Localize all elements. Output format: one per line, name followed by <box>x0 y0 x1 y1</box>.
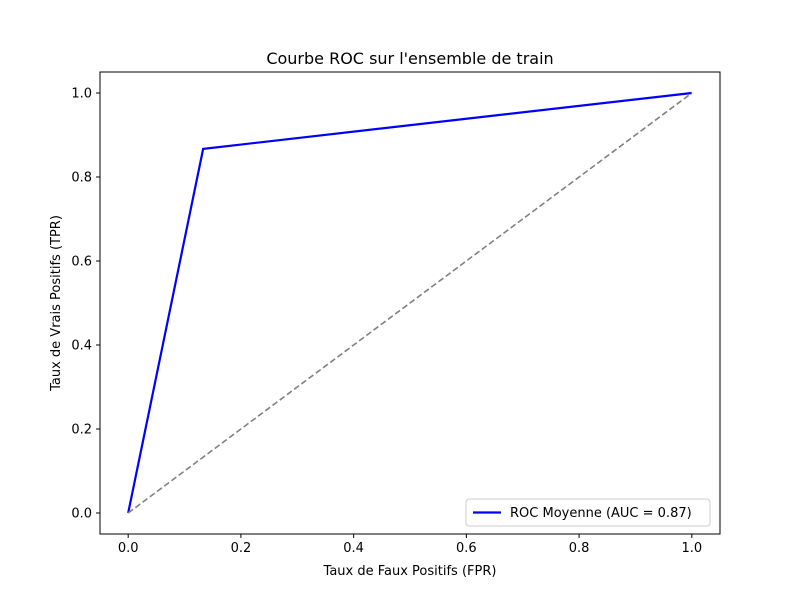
y-tick-label: 0.8 <box>71 171 92 186</box>
y-tick-label: 0.0 <box>71 507 92 522</box>
axes-frame <box>99 71 721 535</box>
chart-title: Courbe ROC sur l'ensemble de train <box>266 49 553 68</box>
legend-box <box>465 498 711 527</box>
x-tick-label: 0.6 <box>456 541 477 556</box>
roc-curve-line <box>127 91 692 514</box>
x-tick-label: 1.0 <box>681 541 702 556</box>
y-tick-label: 1.0 <box>71 87 92 102</box>
x-axis-title: Taux de Faux Positifs (FPR) <box>323 564 497 579</box>
y-axis-title: Taux de Vrais Positifs (TPR) <box>49 215 64 392</box>
x-tick-label: 0.8 <box>569 541 590 556</box>
x-tick-label: 0.2 <box>231 541 252 556</box>
x-tick-label: 0.0 <box>118 541 139 556</box>
x-tick-label: 0.4 <box>343 541 364 556</box>
y-tick-label: 0.2 <box>71 423 92 438</box>
plot-area: 0.0 0.2 0.4 0.6 0.8 1.0 0.0 0.2 0.4 0.6 0.8 1.0 ROC … <box>71 71 721 556</box>
y-tick-label: 0.6 <box>71 255 92 270</box>
legend-label: ROC Moyenne (AUC = 0.87) <box>510 506 692 521</box>
y-tick-label: 0.4 <box>71 339 92 354</box>
chance-diagonal-line <box>127 92 693 514</box>
